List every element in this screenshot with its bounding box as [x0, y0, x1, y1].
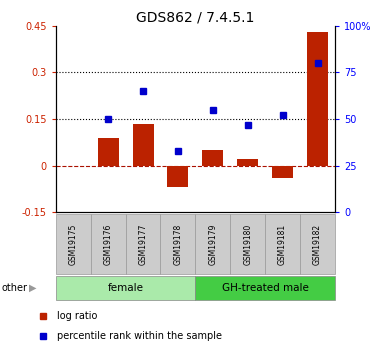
Text: other: other: [2, 283, 28, 293]
Bar: [300, 214, 335, 274]
Text: GSM19180: GSM19180: [243, 224, 252, 265]
Text: GSM19181: GSM19181: [278, 224, 287, 265]
Bar: [98, 138, 119, 166]
Bar: [203, 150, 223, 166]
Bar: [56, 214, 91, 274]
Bar: [195, 214, 230, 274]
Bar: [265, 214, 300, 274]
Text: female: female: [107, 283, 144, 293]
Text: ▶: ▶: [29, 283, 36, 293]
Bar: [91, 214, 126, 274]
Text: GSM19175: GSM19175: [69, 224, 78, 265]
Bar: [161, 214, 195, 274]
Bar: [195, 276, 335, 300]
Bar: [272, 166, 293, 178]
Bar: [307, 32, 328, 166]
Text: GSM19182: GSM19182: [313, 224, 322, 265]
Bar: [126, 214, 161, 274]
Text: GSM19177: GSM19177: [139, 224, 147, 265]
Bar: [237, 159, 258, 166]
Text: GSM19179: GSM19179: [208, 224, 218, 265]
Bar: [230, 214, 265, 274]
Text: percentile rank within the sample: percentile rank within the sample: [57, 331, 223, 341]
Text: GH-treated male: GH-treated male: [222, 283, 309, 293]
Text: log ratio: log ratio: [57, 311, 98, 321]
Text: GSM19178: GSM19178: [173, 224, 182, 265]
Bar: [167, 166, 188, 187]
Text: GSM19176: GSM19176: [104, 224, 113, 265]
Bar: [132, 124, 154, 166]
Title: GDS862 / 7.4.5.1: GDS862 / 7.4.5.1: [136, 11, 254, 25]
Bar: [56, 276, 195, 300]
